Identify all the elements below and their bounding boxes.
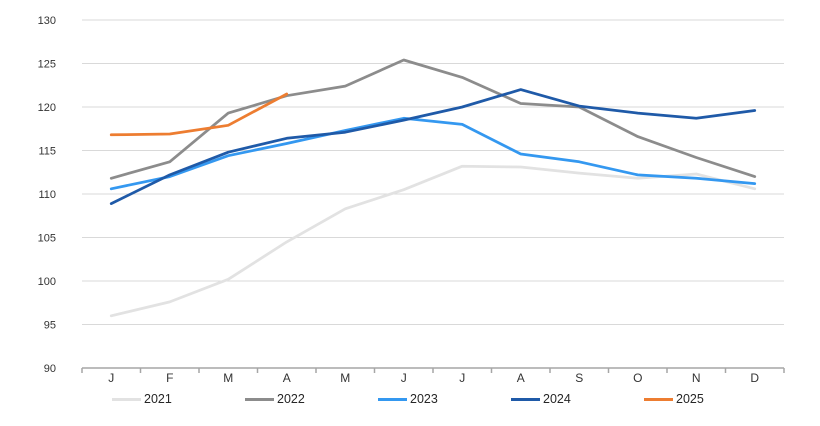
series-line-2024 [109,88,757,205]
y-tick-label: 90 [44,363,56,375]
x-tick-label: J [401,371,407,385]
legend-swatch-2022 [245,397,274,401]
legend-item-2024: 2024 [511,390,571,408]
legend-item-2021: 2021 [112,390,172,408]
series-line-2022 [109,58,757,180]
legend-item-2022: 2022 [245,390,305,408]
x-tick-label: M [340,371,350,385]
x-tick-label: N [692,371,701,385]
y-tick-label: 105 [38,233,56,245]
series-line-2021 [109,164,757,318]
x-tick-label: A [517,371,525,385]
legend-label-2023: 2023 [410,392,438,406]
legend-item-2023: 2023 [378,390,438,408]
x-tick-label: M [223,371,233,385]
y-tick-label: 120 [38,102,56,114]
y-tick-label: 95 [44,320,56,332]
chart-legend: 2021 2022 2023 2024 2025 [0,388,820,418]
series-line-2025 [109,92,289,137]
legend-item-2025: 2025 [644,390,704,408]
y-tick-label: 125 [38,59,56,71]
y-tick-label: 110 [38,189,56,201]
y-tick-label: 115 [38,146,56,158]
x-tick-label: D [750,371,759,385]
y-tick-label: 130 [38,15,56,27]
legend-swatch-2024 [511,397,540,401]
legend-label-2025: 2025 [676,392,704,406]
legend-label-2024: 2024 [543,392,571,406]
x-tick-label: F [166,371,173,385]
legend-swatch-2021 [112,397,141,401]
x-tick-label: S [575,371,583,385]
legend-label-2022: 2022 [277,392,305,406]
legend-swatch-2025 [644,397,673,401]
legend-label-2021: 2021 [144,392,172,406]
legend-swatch-2023 [378,397,407,401]
plot-area: 90 95 100 105 110 115 120 125 130 J F M A M J J A S O N D [38,15,785,385]
y-tick-label: 100 [38,276,56,288]
x-tick-label: O [633,371,642,385]
series-line-2023 [109,116,757,191]
x-tick-label: J [108,371,114,385]
x-tick-label: A [283,371,291,385]
x-tick-label: J [459,371,465,385]
